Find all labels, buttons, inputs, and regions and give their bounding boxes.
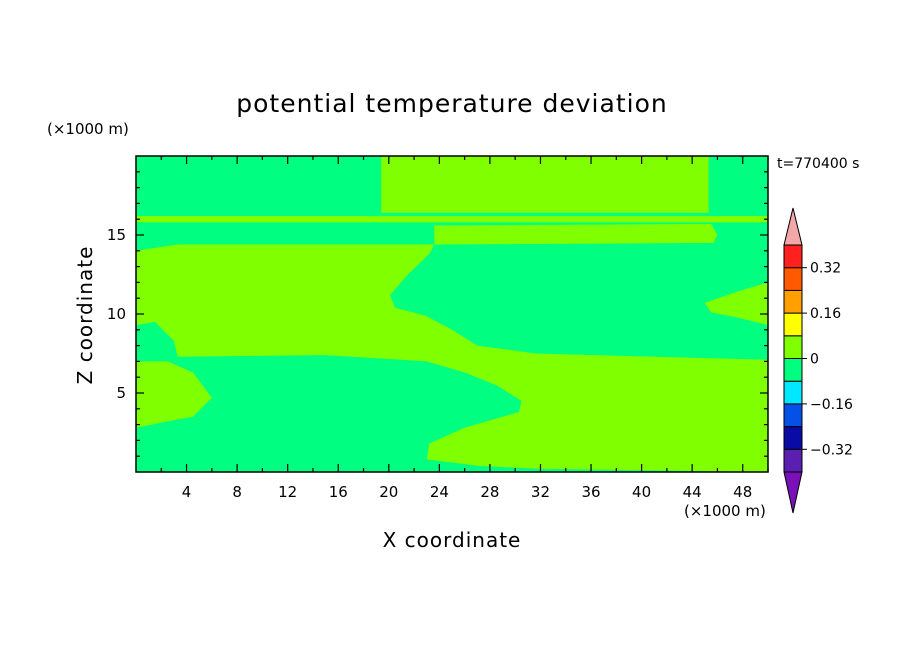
y-unit-label: (×1000 m) <box>47 120 129 138</box>
x-tick-label: 8 <box>232 483 242 501</box>
contour-region-0 <box>381 156 709 213</box>
colorbar-tick-label: −0.16 <box>810 397 853 413</box>
colorbar-over-arrow <box>783 207 803 246</box>
x-tick-label: 20 <box>379 483 398 501</box>
y-axis-ticks: 5 10 15 <box>107 171 768 457</box>
x-axis-label: X coordinate <box>383 528 522 552</box>
x-unit-label: (×1000 m) <box>684 502 766 520</box>
colorbar-tick-label: −0.32 <box>810 442 853 458</box>
y-tick-label: 5 <box>116 384 126 402</box>
colorbar-tick-label: 0 <box>810 352 819 368</box>
colorbar-segment <box>783 448 803 473</box>
colorbar-segment <box>783 426 803 450</box>
colorbar-segment <box>783 403 803 428</box>
colorbar-segment <box>783 380 803 405</box>
x-tick-label: 44 <box>683 483 702 501</box>
colorbar-segment <box>783 335 803 359</box>
contour-region-4 <box>136 361 212 428</box>
colorbar-segment <box>783 244 803 269</box>
x-axis-ticks: 4 8 12 16 20 24 28 32 36 40 44 48 <box>160 156 769 501</box>
colorbar-segment <box>783 289 803 314</box>
colorbar-tick-label: 0.32 <box>810 261 841 277</box>
x-tick-label: 32 <box>531 483 550 501</box>
x-tick-label: 24 <box>430 483 449 501</box>
plot-area <box>135 155 769 473</box>
contour-region-3 <box>136 244 768 472</box>
contour-region-5 <box>704 282 768 326</box>
x-tick-label: 36 <box>581 483 600 501</box>
x-tick-label: 4 <box>182 483 192 501</box>
x-tick-label: 48 <box>733 483 752 501</box>
colorbar: 0.32 0.16 0 −0.16 −0.32 <box>783 207 853 514</box>
chart-title: potential temperature deviation <box>236 89 667 118</box>
y-tick-label: 15 <box>107 226 126 244</box>
contour-region-1 <box>136 216 768 223</box>
contour-region-2 <box>434 223 718 245</box>
colorbar-segment <box>783 267 803 291</box>
x-tick-label: 28 <box>480 483 499 501</box>
colorbar-segment <box>783 358 803 382</box>
x-tick-label: 12 <box>278 483 297 501</box>
colorbar-segment <box>783 312 803 337</box>
x-tick-label: 40 <box>632 483 651 501</box>
x-tick-label: 16 <box>329 483 348 501</box>
time-label: t=770400 s <box>777 156 859 172</box>
y-tick-label: 10 <box>107 305 126 323</box>
colorbar-tick-label: 0.16 <box>810 306 841 322</box>
colorbar-under-arrow <box>783 471 803 514</box>
y-axis-label: Z coordinate <box>73 246 97 385</box>
